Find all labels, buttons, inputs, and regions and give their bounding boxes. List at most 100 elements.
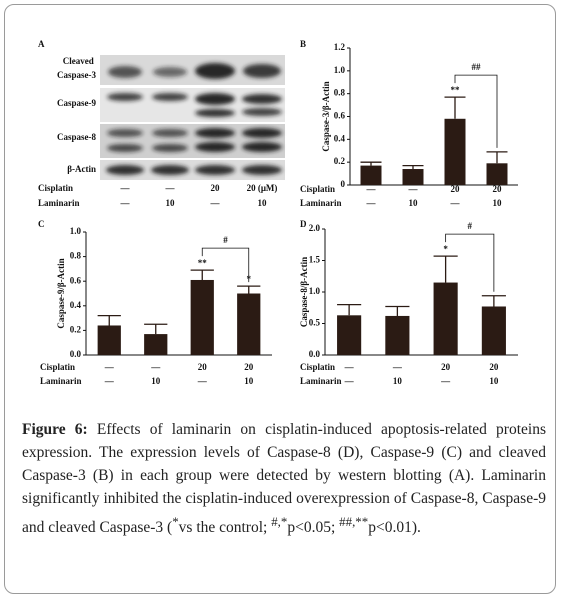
y-tick-label: 0.5 — [309, 318, 321, 328]
group-level: 10 — [166, 198, 176, 208]
blot-row-label: Cleaved Caspase-3 — [57, 56, 97, 80]
figure: A Cleaved Caspase-3 Caspase-9 Caspase-8 β-Ac… — [38, 39, 518, 386]
bracket-label: # — [468, 221, 473, 231]
caption-sup: #,* — [271, 514, 288, 529]
error-bar — [444, 96, 466, 119]
bar — [360, 165, 382, 185]
bar — [481, 306, 506, 355]
group-level: — — [440, 376, 451, 386]
group-level: — — [120, 198, 131, 208]
y-tick-label: 0.2 — [334, 156, 346, 166]
group-level: 20 — [441, 362, 451, 372]
bar — [402, 169, 424, 185]
y-tick-label: 1.0 — [309, 286, 321, 296]
group-level: 20 — [211, 183, 221, 193]
significance-label: ** — [198, 258, 208, 268]
bracket-label: ## — [472, 62, 482, 72]
panel-label: D — [300, 219, 307, 229]
group-name: Laminarin — [300, 198, 342, 208]
error-bar — [486, 151, 508, 164]
error-bar — [337, 303, 362, 316]
error-bar — [481, 295, 506, 307]
group-level: 20 — [493, 184, 503, 194]
group-level: 10 — [393, 376, 403, 386]
y-axis-label: Caspase-9/β-Actin — [56, 258, 66, 328]
group-level: — — [366, 184, 377, 194]
y-tick-label: 0.8 — [70, 251, 82, 261]
y-tick-label: 1.0 — [70, 226, 82, 236]
bar — [486, 163, 508, 185]
caption-sup: * — [172, 514, 179, 529]
group-level: 20 (μM) — [247, 183, 278, 193]
bar — [337, 315, 362, 355]
caption-sup: ##,** — [339, 514, 369, 529]
y-tick-label: 0.4 — [70, 300, 82, 310]
group-name: Laminarin — [38, 198, 80, 208]
y-tick-label: 0.6 — [70, 275, 82, 285]
caption-text: p<0.05; — [287, 519, 340, 537]
group-name: Cisplatin — [300, 184, 335, 194]
significance-bracket — [454, 74, 498, 148]
panel-label: A — [38, 39, 45, 49]
caption-text: p<0.01). — [368, 519, 421, 537]
group-level: — — [408, 184, 419, 194]
y-tick-label: 0.0 — [309, 349, 321, 359]
group-name: Cisplatin — [40, 362, 75, 372]
bar — [97, 325, 121, 355]
figure-frame — [4, 4, 556, 594]
group-level: — — [165, 183, 176, 193]
error-bar — [97, 314, 121, 326]
bracket-label: # — [223, 235, 228, 245]
error-bar — [190, 269, 214, 280]
y-axis-label: Caspase-8/β-Actin — [299, 257, 309, 327]
error-bar — [402, 164, 424, 170]
group-level: — — [104, 376, 115, 386]
group-level: — — [392, 362, 403, 372]
group-name: Cisplatin — [38, 183, 73, 193]
significance-label: ** — [451, 85, 461, 95]
bar — [144, 334, 168, 355]
group-level: 20 — [244, 362, 254, 372]
group-level: — — [344, 376, 355, 386]
error-bar — [144, 323, 168, 335]
y-tick-label: 2.0 — [309, 223, 321, 233]
y-tick-label: 0.2 — [70, 324, 82, 334]
bar — [190, 279, 214, 355]
group-name: Laminarin — [40, 376, 82, 386]
group-level: — — [210, 198, 221, 208]
y-tick-label: 0.8 — [334, 88, 346, 98]
bar — [444, 118, 466, 185]
group-level: 20 — [198, 362, 208, 372]
figure-caption: Figure 6: Effects of laminarin on cispla… — [22, 418, 546, 539]
group-level: 10 — [244, 376, 254, 386]
error-bar — [385, 305, 410, 316]
group-level: — — [344, 362, 355, 372]
group-name: Laminarin — [300, 376, 342, 386]
panel-label: B — [300, 39, 306, 49]
blot-row-label: Caspase-9 — [57, 98, 97, 108]
blot-background — [100, 160, 285, 180]
bar — [237, 293, 261, 355]
y-tick-label: 1.2 — [334, 42, 346, 52]
group-level: 20 — [451, 184, 461, 194]
group-level: 10 — [489, 376, 499, 386]
caption-text: Effects of laminarin on cisplatin-induce… — [22, 421, 546, 537]
western-blot — [100, 55, 285, 180]
group-level: 10 — [151, 376, 161, 386]
significance-bracket — [445, 233, 495, 292]
y-tick-label: 0.4 — [334, 133, 346, 143]
y-tick-label: 0 — [341, 179, 346, 189]
caption-text: vs the control; — [178, 519, 272, 537]
group-name: Cisplatin — [300, 362, 335, 372]
group-level: 10 — [493, 198, 503, 208]
y-tick-label: 0.0 — [70, 349, 82, 359]
y-tick-label: 1.0 — [334, 65, 346, 75]
group-level: — — [104, 362, 115, 372]
significance-bracket — [201, 247, 250, 283]
group-level: 10 — [258, 198, 268, 208]
error-bar — [433, 255, 458, 283]
blot-row-label: Caspase-8 — [57, 132, 97, 142]
bar — [433, 282, 458, 355]
group-level: 10 — [409, 198, 419, 208]
